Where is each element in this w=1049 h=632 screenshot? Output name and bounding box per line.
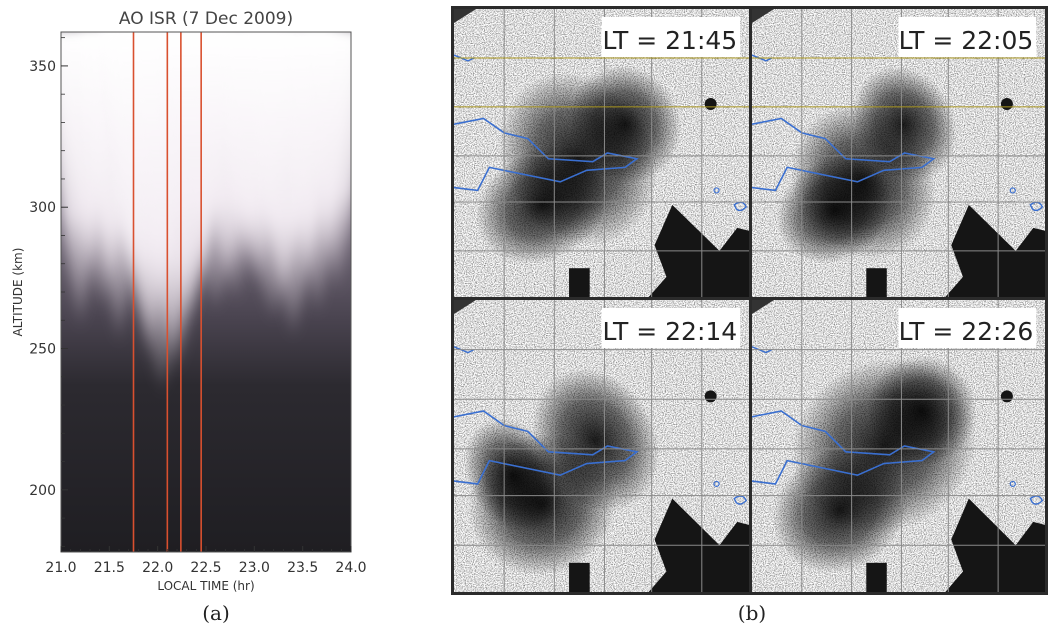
coastline-islet <box>733 495 748 505</box>
coastline-islet <box>1009 480 1016 488</box>
coastline-islet <box>1009 187 1016 194</box>
imager-subpanel: LT = 22:05 <box>752 9 1045 297</box>
coastline-islet <box>1029 201 1044 212</box>
landmass-small <box>866 268 887 297</box>
coastline-islet <box>454 54 475 62</box>
imager-panel: LT = 21:45 LT = 22:05 LT = 22:14 LT = 22:26 <box>451 6 1048 595</box>
panel-label-background <box>601 17 741 57</box>
local-time-label: LT = 22:14 <box>603 317 738 346</box>
vignette-corner <box>454 9 476 23</box>
caption-b: (b) <box>738 601 766 625</box>
isr-x-tick-label: 22.0 <box>142 560 173 576</box>
island-dot <box>1000 390 1013 403</box>
island-dot <box>704 98 717 111</box>
panel-label-background <box>898 17 1037 57</box>
imager-subpanel: LT = 21:45 <box>454 9 749 297</box>
isr-x-axis: 21.0 21.5 22.0 22.5 23.0 23.5 24.0 <box>45 546 367 576</box>
vignette-corner <box>454 300 476 314</box>
imager-subpanel: LT = 22:26 <box>752 300 1045 592</box>
isr-y-tick-label: 350 <box>29 59 56 75</box>
isr-x-tick-label: 23.5 <box>287 560 318 576</box>
imager-subpanel: LT = 22:14 <box>454 300 749 592</box>
landmass-small <box>569 268 590 297</box>
isr-y-tick-label: 200 <box>29 483 56 499</box>
island-dot <box>704 390 717 403</box>
coastline-islet <box>733 201 748 212</box>
local-time-label: LT = 21:45 <box>603 26 738 55</box>
isr-x-tick-label: 24.0 <box>335 560 366 576</box>
panel-label-background <box>601 308 741 348</box>
vignette-corner <box>752 9 774 23</box>
local-time-label: LT = 22:05 <box>899 26 1034 55</box>
coastline-islet <box>752 346 773 354</box>
coastline-islet <box>752 54 773 62</box>
isr-marker-lines <box>132 32 202 552</box>
isr-plumes <box>61 32 351 400</box>
isr-y-tick-label: 300 <box>29 200 56 216</box>
coastline-islet <box>713 480 720 488</box>
isr-x-tick-label: 23.0 <box>239 560 270 576</box>
island-dot <box>1000 98 1013 111</box>
local-time-label: LT = 22:26 <box>899 317 1034 346</box>
landmass-small <box>569 562 590 592</box>
isr-chart-title: AO ISR (7 Dec 2009) <box>119 9 293 29</box>
landmass-small <box>866 562 887 592</box>
isr-x-tick-label: 21.5 <box>94 560 125 576</box>
isr-plume <box>301 32 351 298</box>
isr-y-tick-label: 250 <box>29 342 56 358</box>
isr-x-axis-label: LOCAL TIME (hr) <box>157 579 254 593</box>
coastline-islet <box>454 346 475 354</box>
isr-x-tick-label: 21.0 <box>45 560 76 576</box>
isr-y-axis: 200 250 300 350 <box>29 37 68 547</box>
isr-x-tick-label: 22.5 <box>190 560 221 576</box>
caption-a: (a) <box>202 601 230 625</box>
coastline-islet <box>1029 495 1044 505</box>
panel-label-background <box>898 308 1037 348</box>
coastline-islet <box>713 187 720 194</box>
vignette-corner <box>752 300 774 314</box>
isr-y-axis-label: ALTITUDE (km) <box>11 248 25 337</box>
isr-panel: 21.0 21.5 22.0 22.5 23.0 23.5 24.0 200 250 300 35… <box>29 31 367 576</box>
